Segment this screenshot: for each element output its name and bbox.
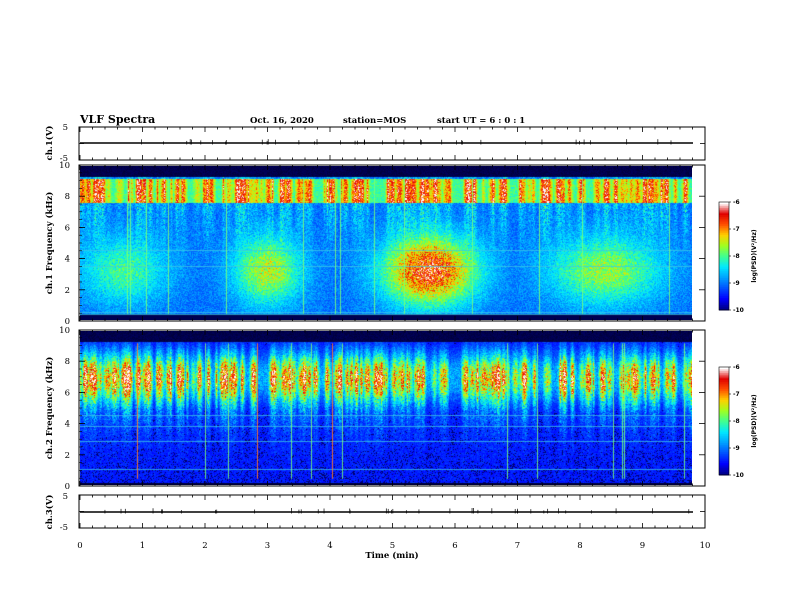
ch2-freq-ylabel: ch.2 Frequency (kHz)	[44, 357, 55, 460]
freq-tick-label: 0	[65, 482, 70, 492]
time-tick-label: 6	[452, 541, 457, 551]
freq-tick-label: 6	[65, 388, 70, 398]
colorbar-label: log(PSD)(V²/Hz)	[751, 394, 758, 447]
colorbar-tick-label: -6	[733, 364, 740, 371]
time-tick-label: 0	[77, 541, 82, 551]
freq-tick-label: 6	[65, 223, 70, 233]
colorbar-tick-label: -10	[733, 472, 744, 479]
time-axis-tick-labels: 0 1 2 3 4 5 6 7 8 9 10	[77, 541, 710, 551]
ch3-voltage-ylabel: ch.3(V)	[44, 495, 55, 530]
station-label: station=MOS	[343, 116, 406, 126]
colorbar-tick-label: -8	[733, 418, 740, 425]
ch2-spectrogram-panel: 0 2 4 6 8 10 ch.2 Frequency (kHz)	[44, 326, 705, 492]
ch1-freq-ylabel: ch.1 Frequency (kHz)	[44, 192, 55, 295]
freq-tick-label: 8	[65, 192, 70, 202]
colorbar-tick-label: -8	[733, 253, 740, 260]
time-tick-label: 7	[515, 541, 520, 551]
ch1-spectrogram-image	[80, 166, 692, 320]
ch2-colorbar: -6 -7 -8 -9 -10 log(PSD)(V²/Hz)	[719, 364, 758, 479]
ch2-spectrogram-image	[80, 331, 692, 485]
ch3-voltage-panel: 5 -5 ch.3(V)	[44, 492, 705, 533]
ch3-ytick-top: 5	[63, 492, 68, 502]
freq-tick-label: 8	[65, 357, 70, 367]
ch2-spectrogram-image-wrap	[80, 331, 692, 485]
time-tick-label: 3	[265, 541, 270, 551]
freq-tick-label: 4	[65, 255, 70, 265]
colorbar-tick-label: -9	[733, 445, 740, 452]
time-tick-label: 10	[700, 541, 711, 551]
time-tick-label: 8	[577, 541, 582, 551]
colorbar-segment	[719, 202, 729, 204]
figure-title: VLF Spectra	[79, 113, 155, 126]
ch1-voltage-panel: 5 -5 ch.1(V)	[44, 123, 705, 164]
colorbar-segment	[719, 367, 729, 369]
ch1-voltage-ylabel: ch.1(V)	[44, 126, 55, 161]
colorbar-tick-label: -7	[733, 226, 740, 233]
freq-tick-label: 4	[65, 420, 70, 430]
time-tick-label: 1	[140, 541, 145, 551]
time-axis-label: Time (min)	[365, 550, 418, 561]
freq-tick-label: 10	[59, 326, 70, 336]
time-tick-label: 5	[390, 541, 395, 551]
time-tick-label: 2	[202, 541, 207, 551]
ch3-ytick-bottom: -5	[60, 523, 68, 533]
colorbar-tick-label: -6	[733, 199, 740, 206]
colorbar-tick-label: -7	[733, 391, 740, 398]
start-time-label: start UT = 6 : 0 : 1	[437, 116, 525, 126]
freq-tick-label: 10	[59, 161, 70, 171]
colorbar-tick-label: -9	[733, 280, 740, 287]
freq-tick-label: 2	[65, 451, 70, 461]
ch1-colorbar: -6 -7 -8 -9 -10 log(PSD)(V²/Hz)	[719, 199, 758, 314]
colorbar-tick-label: -10	[733, 307, 744, 314]
ch1-spectrogram-panel: 0246810 ch.1 Frequency (kHz)	[44, 161, 705, 327]
time-tick-label: 4	[327, 541, 332, 551]
freq-tick-label: 2	[65, 286, 70, 296]
time-tick-label: 9	[640, 541, 645, 551]
date-label: Oct. 16, 2020	[250, 116, 314, 126]
ch1-ytick-top: 5	[63, 123, 68, 133]
ch1-spectrogram-image-wrap	[80, 166, 692, 320]
colorbar-label: log(PSD)(V²/Hz)	[751, 229, 758, 282]
